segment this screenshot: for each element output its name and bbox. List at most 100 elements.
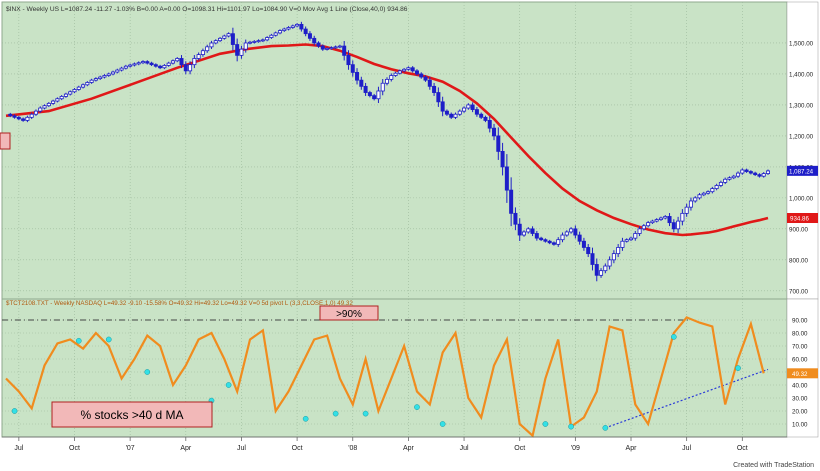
candle bbox=[521, 230, 526, 237]
left-marker-box bbox=[0, 132, 11, 150]
candle bbox=[153, 63, 158, 68]
candle bbox=[226, 32, 231, 38]
candle bbox=[350, 60, 355, 77]
candle bbox=[740, 168, 745, 175]
price-tick-label: 700.00 bbox=[789, 288, 808, 295]
candle bbox=[265, 36, 270, 42]
osc-tick-label: 70.00 bbox=[792, 344, 808, 351]
candle bbox=[380, 78, 385, 96]
candle bbox=[325, 47, 330, 51]
candle bbox=[243, 39, 248, 53]
candle bbox=[363, 82, 368, 96]
candle bbox=[158, 64, 163, 70]
x-tick-label: '08 bbox=[348, 445, 357, 452]
candle bbox=[89, 78, 94, 84]
candle bbox=[393, 71, 398, 77]
candle bbox=[577, 231, 582, 245]
osc-tick-label: 20.00 bbox=[792, 409, 808, 416]
candle bbox=[200, 48, 205, 57]
x-tick-label: '09 bbox=[571, 445, 580, 452]
candle bbox=[337, 44, 342, 49]
pivot-marker bbox=[414, 404, 420, 410]
candle bbox=[534, 230, 539, 241]
candle bbox=[727, 176, 732, 181]
candle bbox=[564, 230, 569, 237]
candle bbox=[453, 112, 458, 120]
candle bbox=[432, 82, 437, 96]
price-header: $INX - Weekly US L=1087.24 -11.27 -1.03%… bbox=[6, 6, 408, 13]
price-tick-label: 900.00 bbox=[789, 226, 808, 233]
price-tick-label: 1,500.00 bbox=[789, 40, 814, 47]
pivot-marker bbox=[105, 336, 112, 343]
candle bbox=[346, 50, 351, 70]
candle bbox=[46, 102, 51, 108]
pivot-marker bbox=[542, 421, 549, 427]
candle bbox=[697, 193, 702, 200]
candle bbox=[119, 66, 124, 72]
ninety-percent-label: >90% bbox=[336, 309, 362, 320]
osc-tick-label: 40.00 bbox=[792, 383, 808, 390]
candle bbox=[654, 218, 659, 223]
candle bbox=[449, 112, 454, 120]
candle bbox=[410, 66, 415, 73]
candle bbox=[556, 237, 561, 247]
candle bbox=[688, 197, 693, 211]
candle bbox=[504, 154, 509, 203]
x-axis: Jul Oct '07 Apr Jul Oct '08 Apr Jul Oct '09 Apr Jul O… bbox=[2, 436, 787, 452]
x-tick-label: Jul bbox=[14, 445, 23, 452]
candle bbox=[547, 239, 552, 245]
candle bbox=[372, 93, 377, 101]
last-close-box bbox=[787, 165, 818, 176]
candle bbox=[38, 106, 43, 113]
candle bbox=[333, 45, 338, 49]
candle bbox=[766, 169, 771, 175]
osc-last-box bbox=[787, 368, 818, 379]
candle bbox=[603, 263, 608, 274]
candle bbox=[183, 61, 188, 75]
candle bbox=[235, 38, 240, 62]
candle bbox=[684, 203, 689, 217]
candle bbox=[286, 26, 291, 31]
candle bbox=[196, 52, 201, 61]
candle bbox=[230, 27, 235, 51]
x-tick-label: Oct bbox=[737, 445, 748, 452]
candle bbox=[479, 112, 484, 120]
candle bbox=[436, 87, 441, 107]
candle bbox=[710, 186, 715, 194]
pivot-marker bbox=[568, 423, 574, 430]
candle bbox=[560, 232, 565, 243]
candle bbox=[663, 215, 668, 220]
candle bbox=[637, 226, 642, 237]
candle bbox=[376, 86, 381, 103]
price-tick-label: 1,300.00 bbox=[789, 102, 814, 109]
candle bbox=[723, 177, 728, 185]
candle bbox=[179, 55, 184, 69]
pivot-marker bbox=[735, 365, 741, 371]
candle bbox=[676, 216, 681, 234]
pivot-marker bbox=[11, 408, 18, 414]
oscillator-line bbox=[5, 316, 765, 438]
candle bbox=[355, 68, 360, 85]
candle bbox=[290, 24, 295, 29]
candle bbox=[307, 31, 312, 41]
candle bbox=[462, 106, 467, 113]
candle bbox=[166, 61, 171, 67]
candle bbox=[423, 75, 428, 82]
candle bbox=[111, 70, 116, 76]
candle bbox=[517, 218, 522, 242]
pivot-marker bbox=[225, 382, 232, 388]
moving-average-line bbox=[5, 43, 769, 237]
candle bbox=[115, 68, 120, 74]
candle bbox=[620, 237, 625, 251]
candle bbox=[68, 90, 73, 96]
candle bbox=[701, 191, 706, 197]
candle bbox=[500, 142, 505, 176]
candle bbox=[213, 39, 218, 45]
candle bbox=[624, 238, 629, 243]
candle bbox=[483, 115, 488, 123]
candle bbox=[85, 81, 90, 87]
candle bbox=[128, 63, 133, 68]
candle bbox=[303, 26, 308, 37]
candle bbox=[320, 44, 325, 51]
